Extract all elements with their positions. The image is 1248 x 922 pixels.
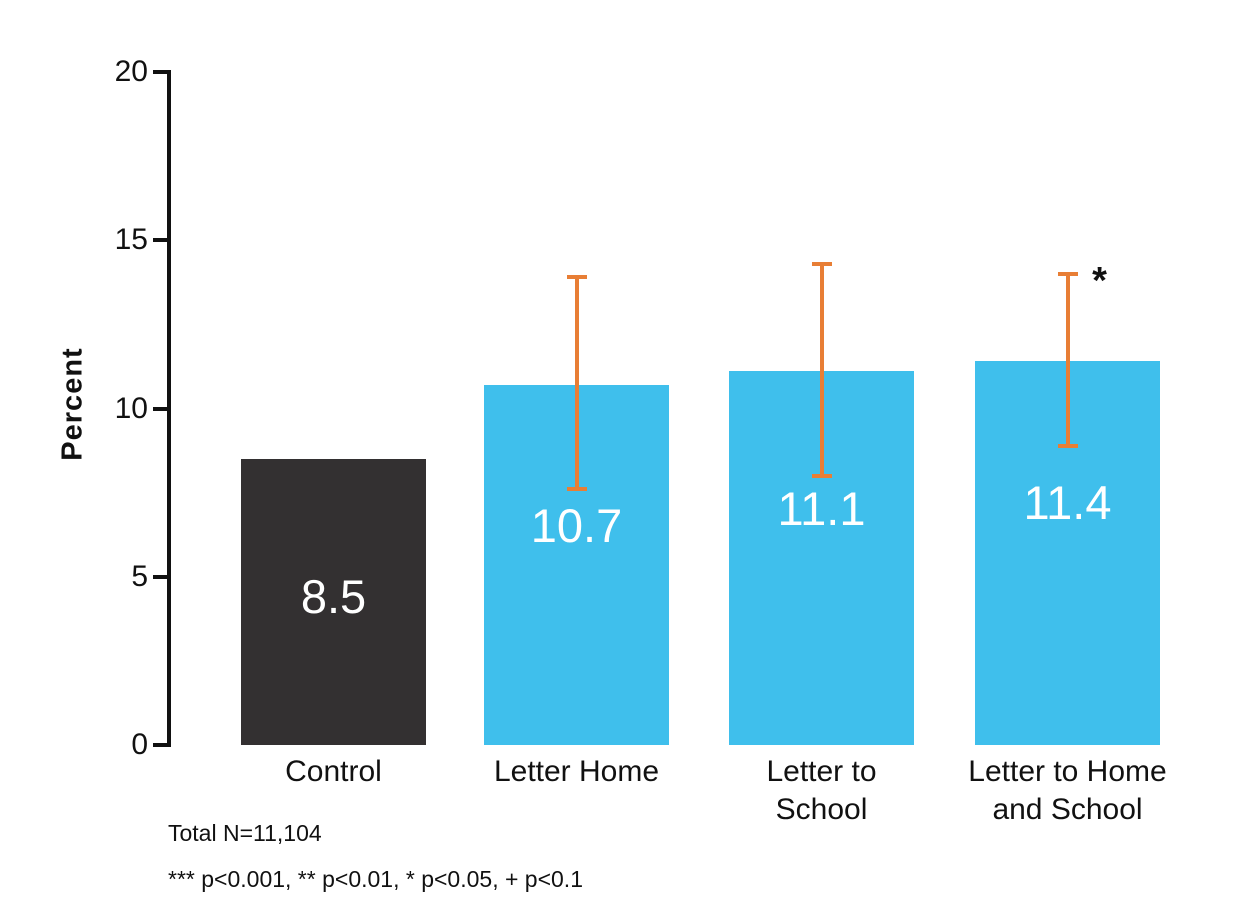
bar-value-label: 10.7 <box>530 499 623 553</box>
bar-value-label: 11.4 <box>1023 475 1112 529</box>
bar-value-label: 11.1 <box>777 482 866 536</box>
error-bar-cap <box>566 275 587 280</box>
y-tick-label: 20 <box>114 55 148 88</box>
y-tick-label: 10 <box>114 391 148 425</box>
significance-marker: * <box>1092 259 1107 302</box>
y-tick-label: 0 <box>131 728 148 761</box>
category-label-letter-to-school: Letter to School <box>766 755 877 826</box>
y-tick-label: 5 <box>131 559 148 593</box>
error-bar-cap <box>811 473 832 478</box>
y-axis-line <box>167 70 171 747</box>
error-bar-line <box>819 263 824 476</box>
error-bar-cap <box>566 487 587 492</box>
error-bar-cap <box>1057 271 1078 276</box>
category-label-letter-home: Letter Home <box>493 755 660 788</box>
error-bar-line <box>1065 273 1070 446</box>
y-tick-label: 15 <box>114 223 148 257</box>
y-tick-mark <box>153 70 167 74</box>
footnote-significance-key: *** p<0.001, ** p<0.01, * p<0.05, + p<0.… <box>168 866 583 892</box>
bar-value-label: 8.5 <box>300 569 367 623</box>
y-tick-mark <box>153 406 167 411</box>
error-bar-cap <box>1057 443 1078 448</box>
footnote-total-n: Total N=11,104 <box>168 820 322 846</box>
category-label-control: Control <box>285 755 382 788</box>
category-label-letter-to-home-and-school: Letter to Home and School <box>968 755 1167 826</box>
y-tick-mark <box>153 743 167 747</box>
bar-control <box>241 458 426 745</box>
y-tick-mark <box>153 238 167 243</box>
y-tick-mark <box>153 574 167 579</box>
error-bar-line <box>574 277 579 490</box>
error-bar-cap <box>811 261 832 266</box>
